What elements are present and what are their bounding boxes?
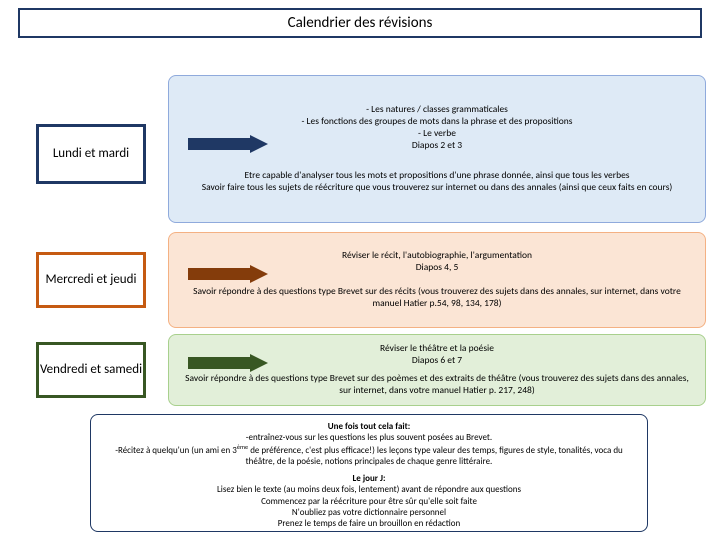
panel1-skill-2: Savoir faire tous les sujets de réécritu… — [179, 182, 695, 194]
arrow-icon — [188, 354, 270, 372]
bottom-line-2c: N'oubliez pas votre dictionnaire personn… — [103, 507, 635, 518]
bottom-heading-2: Le jour J: — [103, 473, 635, 484]
day-block-wednesday-thursday: Mercredi et jeudi — [36, 252, 146, 308]
bottom-line-2b: Commencez par la réécriture pour être sû… — [103, 496, 635, 507]
bottom-heading-1: Une fois tout cela fait: — [103, 421, 635, 432]
arrow-icon — [188, 265, 270, 283]
panel3-skill-1: Savoir répondre à des questions type Bre… — [179, 373, 695, 397]
page-title: Calendrier des révisions — [18, 8, 702, 38]
bottom-line-2d: Prenez le temps de faire un brouillon en… — [103, 518, 635, 529]
final-instructions: Une fois tout cela fait: -entraînez-vous… — [90, 414, 648, 532]
bottom-line-1b: -Récitez à quelqu'un (un ami en 3ème de … — [103, 444, 635, 468]
bottom-line-2a: Lisez bien le texte (au moins deux fois,… — [103, 484, 635, 495]
panel1-skill-1: Etre capable d'analyser tous les mots et… — [179, 170, 695, 182]
bottom-line-1a: -entraînez-vous sur les questions les pl… — [103, 432, 635, 443]
day-block-monday-tuesday: Lundi et mardi — [36, 124, 146, 184]
arrow-icon — [188, 135, 270, 153]
day-block-friday-saturday: Vendredi et samedi — [36, 342, 146, 398]
panel2-skill-1: Savoir répondre à des questions type Bre… — [179, 286, 695, 310]
